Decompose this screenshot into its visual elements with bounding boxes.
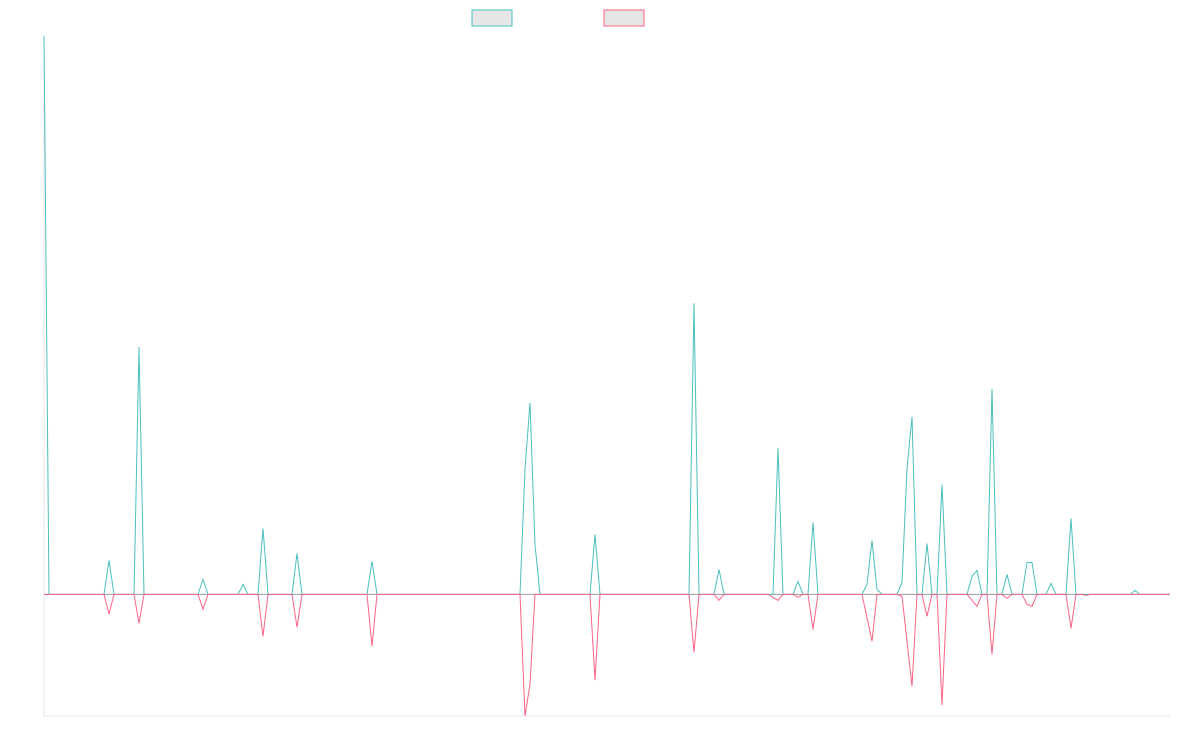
series-line <box>44 593 1170 717</box>
legend-swatch <box>603 9 645 27</box>
legend-swatch <box>471 9 513 27</box>
series-line <box>43 35 1170 595</box>
